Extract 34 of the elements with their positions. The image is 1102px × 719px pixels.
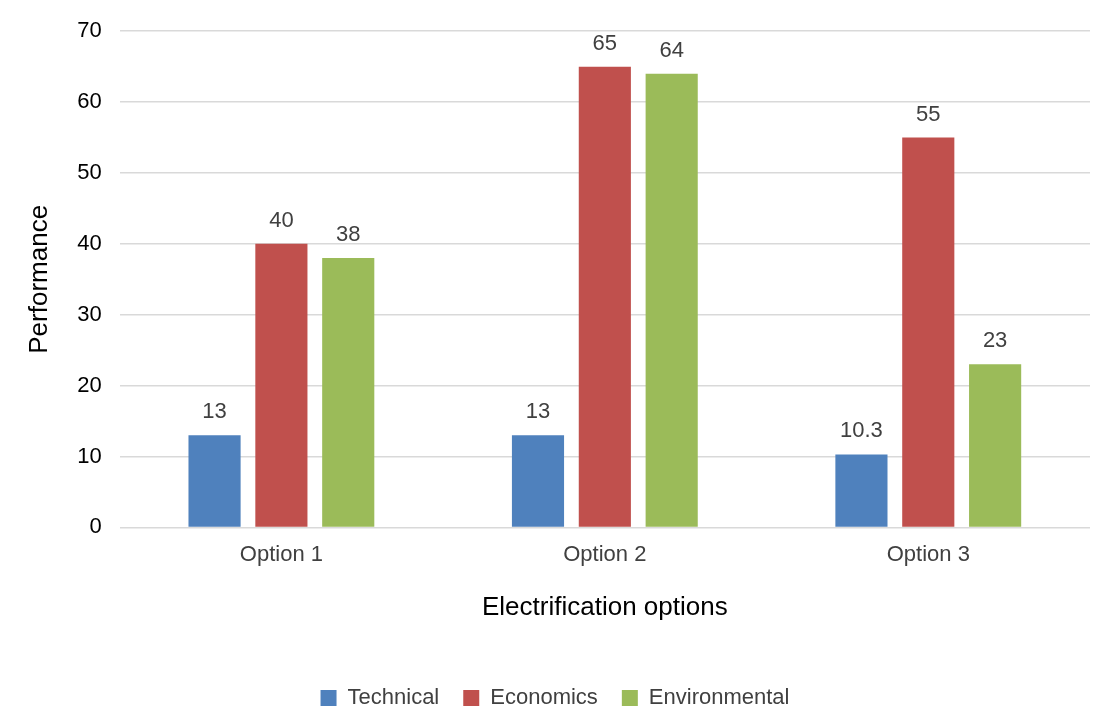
bar xyxy=(645,73,698,527)
x-axis-title: Electrification options xyxy=(481,590,728,621)
legend-label: Technical xyxy=(347,684,440,710)
data-label: 10.3 xyxy=(840,417,883,443)
legend-label: Environmental xyxy=(648,684,790,710)
bar xyxy=(511,435,565,527)
y-tick-label: 70 xyxy=(77,17,102,43)
data-label: 40 xyxy=(269,206,294,232)
data-label: 38 xyxy=(335,221,361,247)
bar xyxy=(969,364,1022,527)
x-tick-label: Option 1 xyxy=(239,540,323,566)
bar xyxy=(255,243,308,527)
data-label: 55 xyxy=(916,100,941,126)
legend-label: Economics xyxy=(490,684,598,710)
bar xyxy=(835,454,888,527)
x-tick-label: Option 3 xyxy=(886,540,970,566)
y-tick-label: 40 xyxy=(77,229,102,255)
data-label: 13 xyxy=(525,398,551,424)
y-tick-label: 0 xyxy=(89,513,102,539)
data-label: 65 xyxy=(592,29,618,55)
bar xyxy=(188,435,241,527)
y-tick-label: 60 xyxy=(77,88,102,114)
y-tick-label: 30 xyxy=(77,300,102,326)
y-axis-title: Performance xyxy=(22,204,53,354)
data-label: 64 xyxy=(659,36,684,62)
y-tick-label: 20 xyxy=(77,371,102,397)
bar xyxy=(578,66,631,527)
x-tick-label: Option 2 xyxy=(563,540,647,566)
bar xyxy=(902,137,955,527)
data-label: 23 xyxy=(982,327,1008,353)
data-label: 13 xyxy=(202,398,227,424)
y-tick-label: 50 xyxy=(77,159,102,185)
y-tick-label: 10 xyxy=(77,442,102,468)
bar xyxy=(322,258,375,527)
